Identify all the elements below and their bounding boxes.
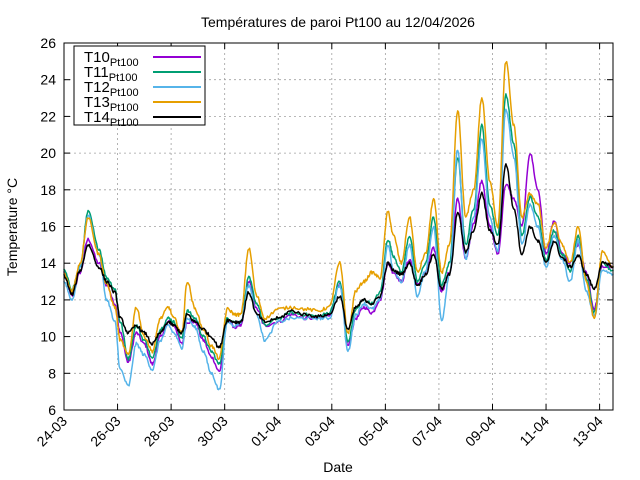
legend-series-subscript: Pt100 <box>110 102 139 114</box>
y-tick-label: 16 <box>40 219 56 235</box>
x-tick-label: 28-03 <box>141 413 178 450</box>
legend-series-name: T12 <box>84 79 110 96</box>
y-tick-label: 26 <box>40 35 56 51</box>
legend-label-t11: T11Pt100 <box>84 64 137 84</box>
legend-label-t10: T10Pt100 <box>84 49 139 69</box>
x-tick-label: 07-04 <box>408 413 445 450</box>
x-tick-label: 03-04 <box>301 413 338 450</box>
x-tick-label: 24-03 <box>33 413 70 450</box>
legend-series-subscript: Pt100 <box>110 87 139 99</box>
x-tick-label: 01-04 <box>248 413 285 450</box>
series-line-t12 <box>63 108 614 391</box>
series-line-t14 <box>63 163 614 349</box>
legend-series-subscript: Pt100 <box>110 57 139 69</box>
x-tick-label: 11-04 <box>516 413 552 449</box>
legend-label-t13: T13Pt100 <box>84 94 139 114</box>
y-tick-label: 20 <box>40 145 56 161</box>
x-tick-label: 13-04 <box>569 413 606 450</box>
y-tick-label: 24 <box>40 72 56 88</box>
legend-series-name: T11 <box>84 64 109 81</box>
legend-label-t14: T14Pt100 <box>84 109 139 129</box>
y-tick-label: 18 <box>40 182 56 198</box>
legend-series-name: T10 <box>84 49 110 66</box>
series-lines <box>63 60 614 391</box>
series-line-t13 <box>63 60 614 361</box>
legend-series-name: T14 <box>84 109 110 126</box>
y-tick-label: 14 <box>40 255 56 271</box>
legend-series-name: T13 <box>84 94 110 111</box>
y-axis-label: Temperature °C <box>4 178 20 276</box>
legend-label-t12: T12Pt100 <box>84 79 139 99</box>
legend-box <box>73 45 206 126</box>
series-line-t11 <box>63 93 614 365</box>
chart-title: Températures de paroi Pt100 au 12/04/202… <box>201 14 475 30</box>
x-tick-label: 09-04 <box>462 413 499 450</box>
legend-series-subscript: Pt100 <box>109 72 138 84</box>
y-tick-label: 8 <box>48 365 56 381</box>
x-axis-label: Date <box>323 459 353 475</box>
series-line-t10 <box>63 153 614 372</box>
x-tick-label: 05-04 <box>355 413 392 450</box>
y-tick-label: 10 <box>40 329 56 345</box>
y-tick-label: 12 <box>40 292 56 308</box>
legend-series-subscript: Pt100 <box>110 117 139 129</box>
x-tick-label: 26-03 <box>87 413 124 450</box>
y-tick-label: 22 <box>40 108 56 124</box>
x-tick-label: 30-03 <box>194 413 231 450</box>
y-tick-label: 6 <box>48 402 56 418</box>
